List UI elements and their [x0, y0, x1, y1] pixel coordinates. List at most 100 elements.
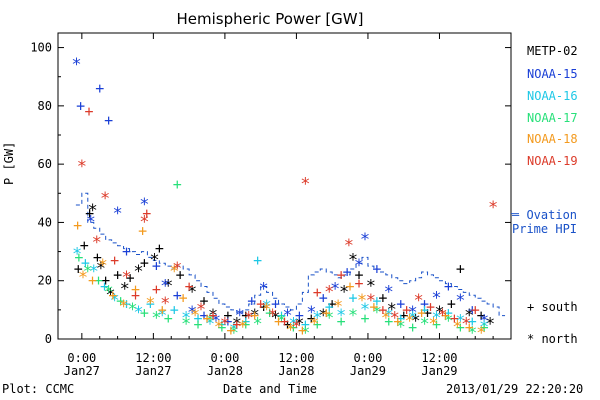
- x-tick-label-time: 0:00: [353, 351, 382, 365]
- data-point-noaa-16: *: [157, 306, 167, 326]
- data-point-noaa-15: *: [259, 280, 269, 300]
- x-tick-label-day: Jan29: [350, 364, 386, 378]
- data-point-noaa-15: +: [396, 295, 405, 313]
- data-point-noaa-16: +: [253, 251, 262, 269]
- y-tick-label: 20: [38, 274, 52, 288]
- y-tick-label: 100: [30, 41, 52, 55]
- data-point-noaa-18: *: [190, 306, 200, 326]
- data-point-noaa-18: *: [238, 317, 248, 337]
- data-point-noaa-17: +: [289, 318, 298, 336]
- data-point-noaa-15: *: [455, 291, 465, 311]
- data-point-noaa-16: *: [479, 317, 489, 337]
- data-point-noaa-19: *: [267, 306, 277, 326]
- data-point-noaa-16: +: [241, 313, 250, 331]
- data-point-noaa-15: +: [319, 289, 328, 307]
- data-point-metp-02: +: [477, 307, 486, 325]
- data-point-noaa-15: +: [95, 79, 104, 97]
- data-point-noaa-18: *: [98, 256, 108, 276]
- data-point-noaa-17: +: [313, 315, 322, 333]
- data-point-noaa-18: +: [346, 278, 355, 296]
- data-point-noaa-17: +: [164, 310, 173, 328]
- data-point-noaa-17: +: [360, 310, 369, 328]
- data-point-noaa-18: *: [428, 315, 438, 335]
- data-point-noaa-15: *: [360, 230, 370, 250]
- data-point-noaa-19: *: [244, 309, 254, 329]
- data-point-noaa-15: +: [152, 257, 161, 275]
- data-point-noaa-19: *: [437, 306, 447, 326]
- data-point-noaa-18: *: [333, 297, 343, 317]
- data-point-noaa-16: *: [431, 309, 441, 329]
- data-point-metp-02: *: [96, 259, 106, 279]
- data-point-noaa-19: *: [220, 315, 230, 335]
- x-tick-label-time: 12:00: [278, 351, 314, 365]
- data-point-noaa-16: +: [170, 301, 179, 319]
- x-tick-label-time: 0:00: [210, 351, 239, 365]
- data-point-noaa-19: *: [390, 309, 400, 329]
- data-point-noaa-19: *: [344, 236, 354, 256]
- x-tick-label-time: 0:00: [67, 351, 96, 365]
- data-point-noaa-17: *: [419, 315, 429, 335]
- data-point-noaa-18: +: [88, 272, 97, 290]
- y-axis-label: P [GW]: [2, 141, 16, 185]
- data-point-noaa-19: *: [196, 300, 206, 320]
- data-point-noaa-15: +: [444, 278, 453, 296]
- data-point-noaa-16: *: [261, 297, 271, 317]
- data-point-noaa-17: *: [396, 317, 406, 337]
- data-point-noaa-19: *: [92, 233, 102, 253]
- data-point-noaa-15: *: [139, 195, 149, 215]
- data-point-noaa-16: +: [194, 310, 203, 328]
- data-point-metp-02: *: [149, 250, 159, 270]
- data-point-noaa-19: *: [366, 291, 376, 311]
- data-point-noaa-19: *: [100, 189, 110, 209]
- data-point-metp-02: *: [120, 280, 130, 300]
- data-point-noaa-16: *: [133, 303, 143, 323]
- data-point-metp-02: *: [250, 306, 260, 326]
- footer-plot-credit: Plot: CCMC: [2, 382, 75, 396]
- data-point-noaa-17: *: [151, 309, 161, 329]
- data-point-noaa-15: *: [330, 280, 340, 300]
- data-point-noaa-17: +: [194, 315, 203, 333]
- data-point-metp-02: +: [223, 307, 232, 325]
- data-point-metp-02: *: [485, 315, 495, 335]
- data-point-noaa-17: +: [432, 315, 441, 333]
- data-point-noaa-15: +: [104, 111, 113, 129]
- data-point-metp-02: +: [200, 292, 209, 310]
- data-point-metp-02: +: [259, 298, 268, 316]
- data-point-metp-02: +: [283, 315, 292, 333]
- data-point-noaa-17: +: [74, 248, 83, 266]
- data-point-noaa-17: *: [443, 312, 453, 332]
- data-point-noaa-17: *: [372, 303, 382, 323]
- data-point-noaa-19: +: [152, 280, 161, 298]
- data-point-noaa-19: *: [300, 175, 310, 195]
- data-point-metp-02: *: [270, 309, 280, 329]
- data-point-metp-02: *: [318, 306, 328, 326]
- data-point-noaa-15: +: [173, 286, 182, 304]
- data-point-noaa-16: +: [325, 298, 334, 316]
- legend-noaa-18: NOAA-18: [527, 132, 578, 146]
- data-point-noaa-19: +: [280, 313, 289, 331]
- legend-metp-02: METP-02: [527, 44, 578, 58]
- data-point-noaa-19: +: [313, 283, 322, 301]
- x-tick-label-time: 12:00: [135, 351, 171, 365]
- data-point-noaa-17: +: [173, 176, 182, 194]
- data-point-noaa-19: +: [402, 301, 411, 319]
- y-tick-label: 0: [45, 332, 52, 346]
- data-point-noaa-15: *: [187, 303, 197, 323]
- data-point-metp-02: +: [93, 248, 102, 266]
- data-point-metp-02: +: [101, 272, 110, 290]
- data-point-noaa-16: +: [396, 310, 405, 328]
- data-point-noaa-18: +: [138, 222, 147, 240]
- y-tick-label: 80: [38, 99, 52, 113]
- data-point-noaa-15: *: [211, 312, 221, 332]
- data-point-metp-02: *: [105, 285, 115, 305]
- data-point-noaa-19: *: [324, 282, 334, 302]
- data-point-noaa-17: +: [265, 304, 274, 322]
- x-tick-label-day: Jan27: [64, 364, 100, 378]
- data-point-noaa-15: +: [247, 292, 256, 310]
- data-point-noaa-18: *: [476, 323, 486, 343]
- data-point-noaa-18: *: [357, 291, 367, 311]
- data-point-noaa-17: *: [467, 323, 477, 343]
- data-point-noaa-19: +: [354, 275, 363, 293]
- data-point-noaa-16: *: [89, 262, 99, 282]
- x-tick-label-time: 12:00: [421, 351, 457, 365]
